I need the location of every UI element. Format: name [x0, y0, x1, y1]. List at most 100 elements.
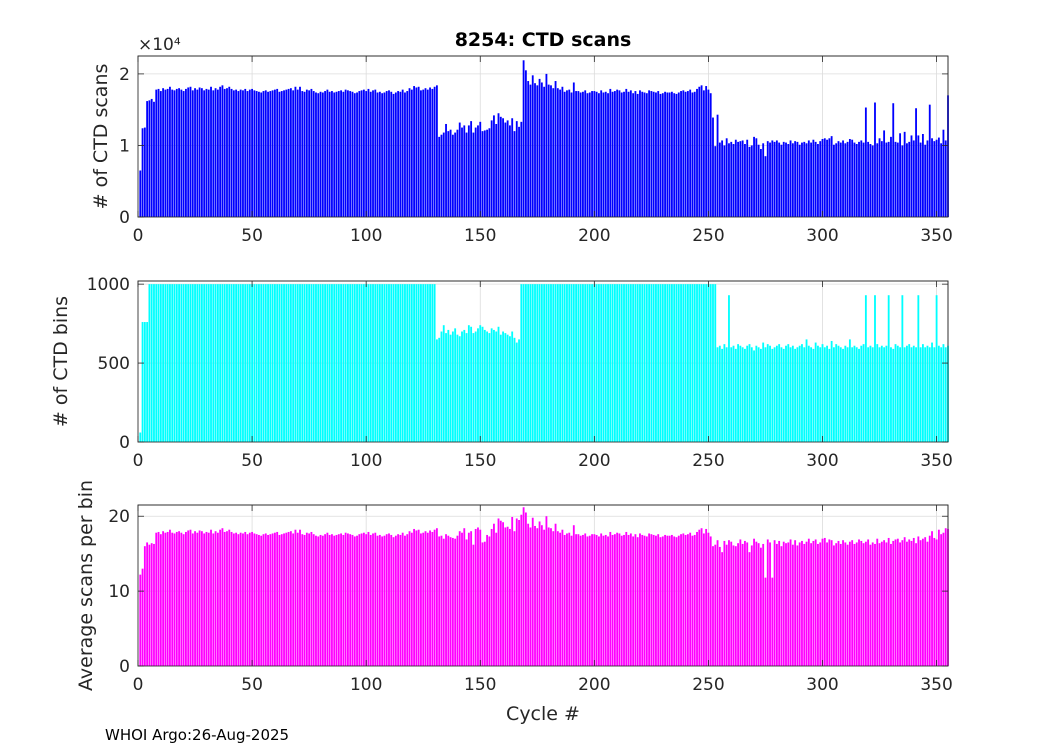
data-bar — [864, 541, 867, 666]
data-bar — [915, 108, 917, 217]
data-bar — [520, 121, 523, 217]
data-bar — [723, 540, 726, 666]
data-bar — [707, 284, 710, 442]
data-bar — [326, 284, 329, 442]
data-bar — [812, 540, 815, 666]
data-bar — [787, 542, 790, 666]
data-bar — [465, 333, 468, 442]
data-bar — [191, 90, 194, 217]
data-bar — [540, 525, 543, 666]
data-bar — [821, 344, 824, 442]
data-bar — [796, 545, 799, 666]
data-bar — [821, 139, 824, 217]
data-bar — [146, 101, 149, 217]
data-bar — [472, 132, 475, 217]
data-bar — [846, 544, 849, 666]
data-bar — [595, 284, 598, 442]
data-bar — [593, 534, 596, 666]
data-bar — [481, 326, 484, 442]
data-bar — [682, 284, 685, 442]
data-bar — [933, 347, 936, 442]
data-bar — [869, 544, 872, 666]
data-bar — [378, 284, 381, 442]
data-bar — [677, 92, 680, 217]
data-bar — [271, 284, 274, 442]
data-bar — [463, 125, 466, 217]
data-bar — [248, 89, 251, 217]
data-bar — [344, 532, 347, 666]
data-bar — [892, 103, 895, 217]
data-bar — [404, 535, 406, 666]
data-bar — [684, 91, 687, 217]
data-bar — [394, 535, 397, 666]
data-bar — [178, 531, 180, 666]
data-bar — [164, 89, 167, 217]
data-bar — [141, 568, 144, 666]
data-bar — [753, 350, 755, 442]
data-bar — [524, 512, 527, 666]
y-tick-label: 1000 — [87, 275, 130, 295]
data-bar — [828, 348, 831, 442]
data-bar — [643, 92, 646, 217]
data-bar — [871, 145, 874, 217]
data-bar — [143, 546, 146, 666]
data-bar — [191, 533, 194, 666]
data-bar — [194, 531, 196, 666]
data-bar — [892, 540, 895, 666]
data-bar — [445, 123, 447, 217]
data-bar — [782, 541, 785, 666]
data-bar — [442, 538, 445, 666]
data-bar — [728, 143, 730, 217]
data-bar — [429, 284, 431, 442]
data-bar — [878, 543, 881, 666]
data-bar — [189, 86, 192, 218]
data-bar — [511, 118, 514, 217]
data-bar — [912, 345, 915, 442]
data-bar — [762, 543, 765, 666]
data-bar — [766, 539, 769, 666]
data-bar — [296, 532, 299, 666]
data-bar — [447, 329, 450, 442]
data-bar — [148, 284, 151, 442]
data-bar — [769, 542, 771, 666]
data-bar — [645, 536, 648, 666]
data-bar — [242, 90, 244, 217]
panel-ctd-scans: 0 50 100 150 200 250 300 350 0 1 2 # of CTD scans 82… — [90, 29, 953, 246]
data-bar — [746, 542, 749, 666]
data-bar — [876, 538, 879, 666]
data-bar — [356, 535, 358, 666]
data-bar — [712, 546, 714, 666]
data-bar — [853, 543, 856, 666]
x-axis-label: Cycle # — [506, 703, 580, 725]
data-bar — [696, 531, 698, 666]
data-bar — [408, 531, 411, 666]
data-bar — [810, 347, 813, 442]
data-bar — [620, 535, 623, 666]
data-bar — [169, 86, 171, 218]
data-bar — [328, 91, 331, 217]
data-bar — [650, 91, 653, 217]
data-bar — [410, 532, 413, 666]
data-bar — [689, 532, 692, 666]
data-bar — [223, 284, 226, 442]
data-bar — [194, 284, 196, 442]
data-bar — [805, 541, 808, 666]
data-bar — [299, 86, 301, 218]
data-bar — [442, 325, 445, 442]
data-bar — [657, 91, 660, 217]
data-bar — [830, 136, 833, 217]
data-bar — [597, 536, 600, 666]
data-bar — [851, 540, 854, 666]
data-bar — [289, 284, 292, 442]
data-bar — [303, 534, 306, 666]
data-bar — [826, 542, 828, 666]
data-bar — [372, 90, 374, 217]
data-bar — [461, 127, 463, 217]
data-bar — [226, 88, 228, 217]
data-bar — [723, 145, 726, 217]
data-bar — [579, 284, 582, 442]
data-bar — [534, 284, 536, 442]
data-bar — [604, 91, 607, 217]
data-bar — [730, 541, 733, 666]
data-bar — [426, 284, 429, 442]
